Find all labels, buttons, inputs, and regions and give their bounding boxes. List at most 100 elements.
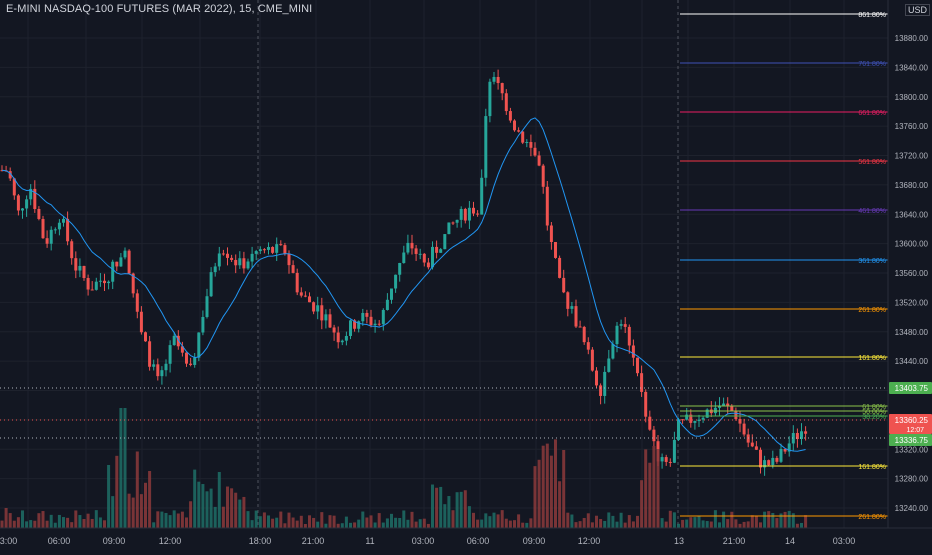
- volume-bar: [328, 515, 332, 528]
- candle: [119, 257, 123, 267]
- candle: [226, 253, 229, 258]
- candle: [324, 314, 328, 321]
- volume-bar: [21, 510, 24, 528]
- volume-bar: [226, 486, 229, 528]
- candle: [312, 302, 316, 312]
- symbol-title: E-MINI NASDAQ-100 FUTURES (MAR 2022), 15…: [6, 3, 313, 15]
- candle: [451, 222, 455, 224]
- candle: [763, 460, 767, 468]
- volume-bar: [361, 511, 365, 528]
- candle: [201, 316, 205, 333]
- candle: [238, 258, 242, 266]
- volume-bar: [308, 515, 311, 528]
- candle: [398, 262, 402, 275]
- candle: [164, 363, 168, 371]
- candle: [443, 234, 447, 250]
- candle: [496, 76, 500, 84]
- volume-bar: [197, 481, 201, 528]
- candle: [246, 261, 250, 269]
- price-tag: [889, 434, 932, 446]
- candle: [221, 253, 225, 255]
- candle: [66, 218, 70, 242]
- volume-bar: [385, 518, 389, 528]
- candle: [283, 245, 287, 254]
- candle: [615, 325, 619, 345]
- volume-bar: [287, 512, 291, 528]
- volume-bar: [250, 520, 254, 528]
- price-tick-label: 13560.00: [895, 269, 929, 278]
- volume-bar: [705, 521, 709, 528]
- candle: [562, 277, 566, 293]
- price-axis: [888, 0, 932, 550]
- candle: [549, 225, 553, 243]
- time-tick-label: 12:00: [578, 536, 601, 546]
- candle: [33, 188, 37, 210]
- candle: [746, 434, 750, 443]
- volume-bar: [554, 439, 557, 528]
- candle: [45, 238, 49, 244]
- candle: [53, 229, 57, 231]
- volume-bar: [533, 466, 537, 528]
- volume-bar: [779, 513, 783, 528]
- candle: [521, 131, 525, 143]
- volume-bar: [12, 520, 16, 528]
- volume-bar: [357, 519, 361, 528]
- volume-bar: [521, 522, 525, 528]
- volume-bar: [759, 522, 762, 528]
- price-tick-label: 13800.00: [895, 93, 929, 102]
- candle: [652, 429, 656, 442]
- volume-bar: [615, 521, 619, 528]
- volume-bar: [107, 464, 111, 528]
- candle: [504, 93, 508, 112]
- candle: [672, 439, 676, 463]
- candle: [754, 446, 758, 450]
- candle: [267, 247, 270, 250]
- volume-bar: [672, 512, 676, 528]
- candle: [697, 419, 701, 422]
- volume-bar: [353, 522, 357, 528]
- candle: [500, 83, 504, 94]
- volume-bar: [217, 471, 221, 528]
- candle: [595, 370, 598, 386]
- volume-bar: [566, 512, 570, 528]
- volume-bar: [230, 488, 234, 528]
- volume-bar: [636, 515, 639, 528]
- volume-bar: [115, 455, 119, 528]
- volume-bar: [332, 515, 336, 528]
- volume-bar: [390, 513, 393, 528]
- volume-bar: [549, 455, 553, 528]
- volume-bar: [603, 520, 607, 528]
- candle: [693, 421, 697, 423]
- volume-bar: [738, 523, 742, 528]
- volume-bar: [455, 492, 459, 528]
- volume-bar: [480, 519, 484, 528]
- price-tag: [889, 414, 932, 434]
- candle: [377, 323, 381, 325]
- candle: [787, 443, 791, 452]
- candle: [435, 246, 439, 253]
- candle: [718, 405, 721, 408]
- volume-bar: [426, 523, 430, 528]
- candle: [271, 247, 275, 253]
- volume-bar: [168, 515, 172, 528]
- volume-bar: [693, 517, 697, 528]
- price-tick-label: 13240.00: [895, 504, 929, 513]
- volume-bar: [410, 511, 414, 528]
- volume-bar: [578, 521, 582, 528]
- volume-bar: [254, 510, 258, 528]
- volume-bar: [193, 469, 197, 528]
- volume-bar: [271, 518, 275, 528]
- candle: [82, 265, 86, 278]
- volume-bar: [303, 523, 307, 528]
- volume-bar: [369, 515, 373, 528]
- candle: [303, 295, 307, 297]
- candle: [447, 222, 451, 235]
- currency-button[interactable]: USD: [904, 4, 930, 16]
- volume-bar: [697, 516, 701, 528]
- volume-bar: [41, 511, 45, 528]
- candle: [353, 320, 357, 329]
- candle: [484, 116, 488, 178]
- price-tag-label: 13336.75: [895, 436, 929, 445]
